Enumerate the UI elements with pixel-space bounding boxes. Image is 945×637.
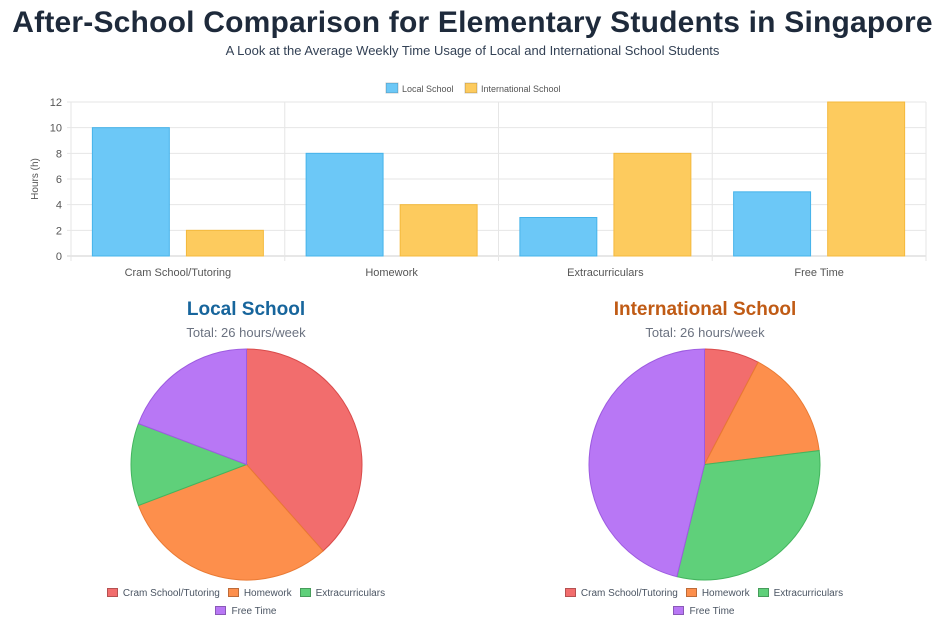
pie-legend-label: Extracurriculars <box>773 588 844 599</box>
pie-legend-item: Extracurriculars <box>299 585 386 603</box>
pie-legend-swatch <box>227 588 239 597</box>
bar-legend-swatch <box>385 82 399 94</box>
bar-local <box>91 127 170 257</box>
pie-slice-extracurriculars <box>130 422 248 507</box>
pie-legend-item: Free Time <box>215 603 277 621</box>
page-subtitle: A Look at the Average Weekly Time Usage … <box>225 43 720 58</box>
y-tick-label: 10 <box>50 123 62 135</box>
y-axis-label: Hours (h) <box>30 158 41 200</box>
pie-slice-homework <box>137 463 324 581</box>
bar-legend: Local School International School <box>385 82 561 94</box>
local-pie-chart <box>130 348 363 581</box>
pie-slice-free-time <box>588 348 705 578</box>
bar-local <box>733 191 812 257</box>
page-title: After-School Comparison for Elementary S… <box>12 6 933 39</box>
pie-legend-swatch <box>215 606 227 615</box>
bar-legend-label: Local School <box>402 84 454 94</box>
bar-international <box>827 101 906 257</box>
pie-legend-label: Cram School/Tutoring <box>122 588 220 599</box>
bar-local <box>519 217 598 257</box>
y-tick-label: 12 <box>50 97 62 109</box>
bar-legend-label: International School <box>481 84 561 94</box>
pie-legend-label: Homework <box>243 588 292 599</box>
pie-legend-item: Extracurriculars <box>757 585 844 603</box>
y-tick-label: 0 <box>56 251 62 263</box>
pie-slice-free-time <box>137 348 247 466</box>
pie-slice-cram-school-tutoring <box>246 348 363 552</box>
pie-legend-swatch <box>106 588 118 597</box>
bar-international <box>399 204 478 257</box>
pie-legend-item: Homework <box>685 585 750 603</box>
pie-legend-item: Homework <box>227 585 292 603</box>
bar-legend-swatch <box>464 82 478 94</box>
pie-legend-item: Cram School/Tutoring <box>564 585 678 603</box>
pie-legend-swatch <box>564 588 576 597</box>
x-tick-label: Cram School/Tutoring <box>125 267 232 279</box>
x-tick-label: Homework <box>365 267 418 279</box>
pie-slice-homework <box>703 361 820 466</box>
pie-legend-label: Free Time <box>231 606 277 617</box>
local-pie-legend: Cram School/Tutoring Homework Extracurricu… <box>76 585 416 621</box>
x-tick-label: Free Time <box>794 267 844 279</box>
y-tick-label: 6 <box>56 174 62 186</box>
international-pie-title: International School <box>613 299 797 320</box>
local-pie-title: Local School <box>186 299 306 320</box>
pie-legend-label: Homework <box>701 588 750 599</box>
bar-local <box>305 152 384 257</box>
y-tick-label: 4 <box>56 200 62 212</box>
pie-legend-swatch <box>299 588 311 597</box>
pie-legend-label: Free Time <box>689 606 735 617</box>
y-tick-label: 8 <box>56 148 62 160</box>
x-tick-label: Extracurriculars <box>567 267 644 279</box>
international-pie-chart <box>588 348 821 581</box>
pie-slice-extracurriculars <box>676 450 821 581</box>
y-tick-label: 2 <box>56 225 62 237</box>
bar-international <box>185 229 264 257</box>
pie-legend-swatch <box>685 588 697 597</box>
pie-legend-swatch <box>673 606 685 615</box>
international-pie-legend: Cram School/Tutoring Homework Extracurricu… <box>534 585 874 621</box>
pie-legend-swatch <box>757 588 769 597</box>
bar-chart: Local School International School 0 2 4 6 8 10 1… <box>30 82 927 279</box>
international-pie-total: Total: 26 hours/week <box>645 325 765 340</box>
pie-legend-label: Cram School/Tutoring <box>580 588 678 599</box>
bar-international <box>613 152 692 257</box>
pie-legend-label: Extracurriculars <box>315 588 386 599</box>
local-pie-total: Total: 26 hours/week <box>186 325 306 340</box>
pie-legend-item: Free Time <box>673 603 735 621</box>
pie-legend-item: Cram School/Tutoring <box>106 585 220 603</box>
